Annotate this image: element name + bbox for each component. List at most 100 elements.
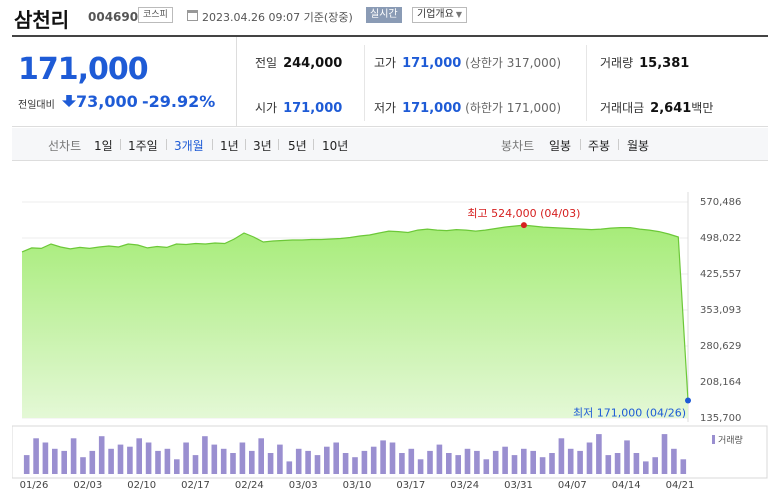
high-price: 고가 171,000 (상한가 317,000) xyxy=(374,54,561,71)
prev-close-value: 244,000 xyxy=(283,56,343,71)
x-tick-label: 02/03 xyxy=(73,480,102,491)
volume-bar xyxy=(605,455,612,474)
volume-bar xyxy=(127,446,133,474)
volume-bar xyxy=(370,446,377,474)
volume-bar xyxy=(108,448,114,474)
candle-daily[interactable]: 일봉 xyxy=(549,139,572,153)
volume-bar xyxy=(492,450,499,474)
separator xyxy=(580,139,581,150)
separator xyxy=(212,139,213,150)
volume-bar xyxy=(596,434,602,474)
volume-bar xyxy=(211,444,218,474)
volume-bar xyxy=(539,457,546,474)
volume-bar xyxy=(155,450,161,474)
period-1w[interactable]: 1주일 xyxy=(128,139,158,153)
volume-bar xyxy=(446,453,452,474)
candle-weekly[interactable]: 주봉 xyxy=(588,139,611,153)
volume-bar xyxy=(333,442,339,474)
volume-bar xyxy=(98,436,105,474)
candle-monthly[interactable]: 월봉 xyxy=(627,139,650,153)
stock-code: 004690 xyxy=(88,10,139,24)
volume-bar xyxy=(220,448,227,474)
x-tick-label: 04/07 xyxy=(558,480,587,491)
volume-bar xyxy=(455,455,461,474)
volume-bar xyxy=(136,438,142,474)
period-3y[interactable]: 3년 xyxy=(253,139,272,153)
current-price-box: 171,000 전일대비 73,000 -29.92% xyxy=(12,37,237,127)
volume-bar xyxy=(464,448,471,474)
period-5y[interactable]: 5년 xyxy=(288,139,307,153)
volume-bar xyxy=(314,455,321,474)
timestamp: 2023.04.26 09:07 기준(장중) xyxy=(202,11,353,24)
period-3m[interactable]: 3개월 xyxy=(174,139,204,153)
period-10y[interactable]: 10년 xyxy=(322,139,349,153)
open-label: 시가 xyxy=(255,101,278,115)
amount-unit: 백만 xyxy=(691,101,714,115)
volume-bar xyxy=(502,446,508,474)
volume-bar xyxy=(61,450,67,474)
lower-limit: (하한가 171,000) xyxy=(465,101,562,115)
volume-bar xyxy=(427,450,433,474)
volume-bar xyxy=(33,438,39,474)
volume-bar xyxy=(586,442,593,474)
amount-value: 2,641 xyxy=(650,101,692,116)
volume-bar xyxy=(577,450,583,474)
volume-bar xyxy=(624,440,630,474)
y-tick-label: 353,093 xyxy=(700,305,741,316)
separator xyxy=(120,139,121,150)
volume-bar xyxy=(80,457,86,474)
x-tick-label: 02/24 xyxy=(235,480,264,491)
prev-close-label: 전일 xyxy=(255,56,278,70)
period-1y[interactable]: 1년 xyxy=(220,139,239,153)
high-value: 171,000 xyxy=(402,56,462,71)
y-tick-label: 425,557 xyxy=(700,269,741,280)
high-annotation: 최고 524,000 (04/03) xyxy=(467,207,580,220)
realtime-button[interactable]: 실시간 xyxy=(366,7,402,23)
volume-bar xyxy=(70,438,77,474)
y-tick-label: 135,700 xyxy=(700,413,741,424)
company-info-dropdown[interactable]: 기업개요 ▼ xyxy=(412,7,467,23)
separator xyxy=(166,139,167,150)
volume-bar xyxy=(399,453,405,474)
separator xyxy=(313,139,314,150)
x-tick-label: 04/14 xyxy=(612,480,641,491)
volume-bar xyxy=(643,461,649,474)
volume-bar xyxy=(474,450,480,474)
volume-bar xyxy=(145,442,152,474)
y-tick-label: 208,164 xyxy=(700,377,741,388)
volume-bar xyxy=(202,436,208,474)
x-tick-label: 03/17 xyxy=(396,480,425,491)
volume-bar xyxy=(511,455,518,474)
trade-amount: 거래대금 2,641백만 xyxy=(600,99,713,116)
volume-bar xyxy=(89,450,96,474)
market-badge: 코스피 xyxy=(138,7,173,23)
volume-bar xyxy=(549,453,555,474)
volume-bar xyxy=(164,448,171,474)
x-tick-label: 03/10 xyxy=(343,480,372,491)
low-marker xyxy=(685,397,691,404)
volume-bar xyxy=(671,448,677,474)
volume-bar xyxy=(42,442,49,474)
volume-bar xyxy=(633,453,640,474)
price-chart-svg: 570,486 498,022 425,557 353,093 280,629 208,1… xyxy=(12,192,768,491)
candle-chart-label: 봉차트 xyxy=(501,139,535,153)
volume-bar xyxy=(52,448,58,474)
stock-header: 삼천리 004690 코스피 2023.04.26 09:07 기준(장중) 실… xyxy=(0,0,768,33)
low-label: 저가 xyxy=(374,101,397,115)
volume-bar xyxy=(389,442,396,474)
change-label: 전일대비 xyxy=(18,100,55,111)
volume-bar xyxy=(239,442,246,474)
volume: 거래량 15,381 xyxy=(600,54,689,71)
y-tick-label: 498,022 xyxy=(700,233,741,244)
volume-bar xyxy=(249,450,255,474)
volume-bar xyxy=(567,448,574,474)
change-value: 73,000 xyxy=(76,92,138,111)
company-info-label: 기업개요 xyxy=(417,9,454,20)
volume-bar xyxy=(352,457,358,474)
open-value: 171,000 xyxy=(283,101,343,116)
period-1d[interactable]: 1일 xyxy=(94,139,113,153)
upper-limit: (상한가 317,000) xyxy=(465,56,562,70)
low-value: 171,000 xyxy=(402,101,462,116)
calendar-icon xyxy=(187,10,198,21)
price-area xyxy=(22,225,688,418)
